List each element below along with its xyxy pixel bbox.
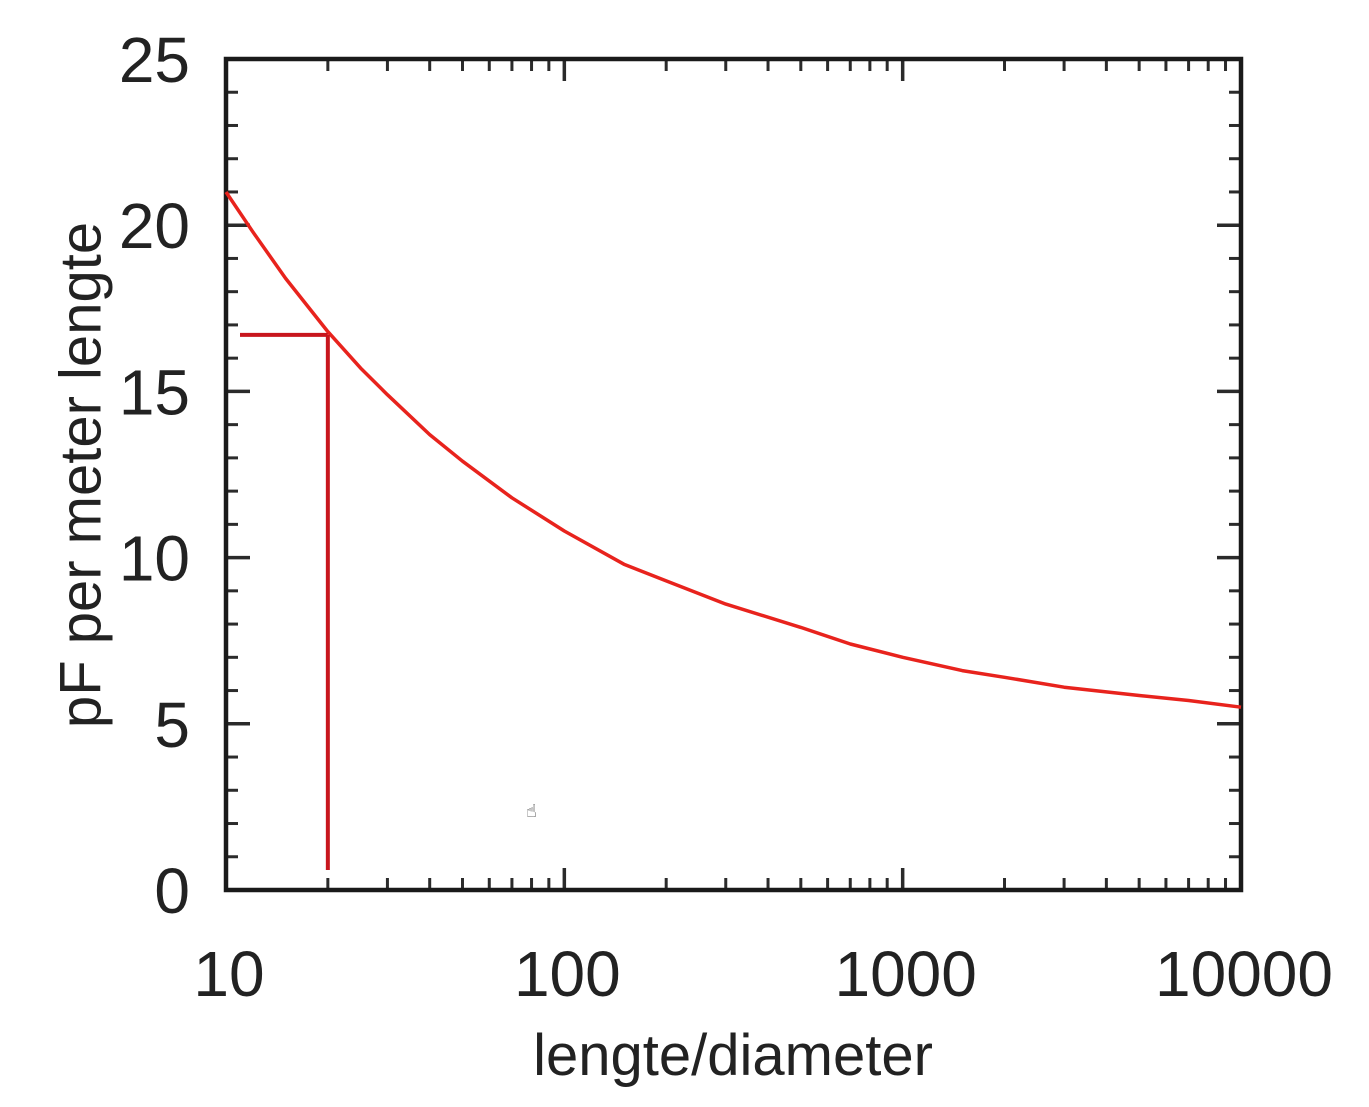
x-tick-labels: 10 100 1000 10000 — [193, 938, 1333, 1010]
plot-frame — [223, 56, 1244, 893]
x-tick-label: 100 — [514, 938, 621, 1010]
hand-cursor-icon: ☝ — [526, 801, 537, 822]
y-tick-label: 20 — [119, 190, 190, 262]
x-axis-label: lengte/diameter — [533, 1023, 933, 1088]
y-tick-label: 0 — [154, 855, 190, 927]
x-tick-label: 1000 — [834, 938, 976, 1010]
minor-ticks — [226, 59, 1241, 890]
x-tick-label: 10 — [193, 938, 264, 1010]
y-tick-label: 10 — [119, 523, 190, 595]
series-line — [224, 191, 1242, 709]
major-ticks — [224, 57, 1243, 892]
y-tick-labels: 0 5 10 15 20 25 — [119, 24, 190, 927]
y-tick-label: 25 — [119, 24, 190, 96]
x-tick-label: 10000 — [1155, 938, 1333, 1010]
annotation-marker-lines — [240, 332, 330, 871]
y-axis-label: pF per meter lengte — [48, 222, 113, 728]
y-tick-label: 5 — [154, 689, 190, 761]
y-tick-label: 15 — [119, 356, 190, 428]
